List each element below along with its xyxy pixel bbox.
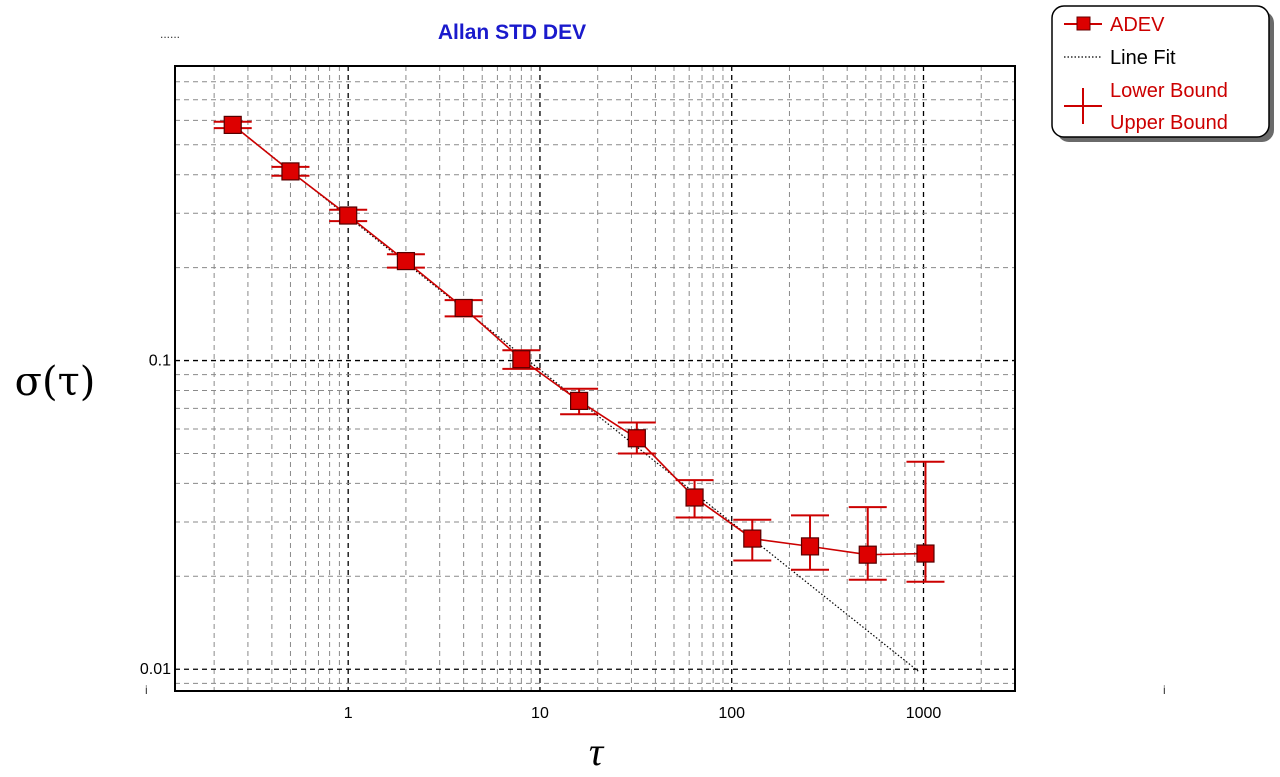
legend-label-lower-bound: Lower Bound: [1110, 80, 1228, 102]
adev-point: [685, 488, 704, 507]
plot-frame: [174, 65, 1016, 692]
adev-point: [281, 162, 300, 181]
legend-box: [1051, 5, 1270, 138]
chart-title: Allan STD DEV: [438, 21, 586, 44]
legend-label-adev: ADEV: [1110, 14, 1165, 36]
adev-point: [223, 115, 242, 134]
adev-point: [858, 545, 877, 564]
left-corner-mark: i: [145, 683, 148, 697]
adev-point: [743, 529, 762, 548]
legend-swatch-bounds: [1064, 88, 1102, 124]
x-tick-label: 10: [531, 705, 549, 722]
adev-series-layer: [213, 115, 945, 583]
legend: ADEV Line Fit Lower Bound Upper Bound: [1051, 5, 1274, 142]
x-tick-label: 100: [718, 705, 745, 722]
y-axis-label: σ(τ): [15, 359, 96, 405]
right-corner-mark: i: [1163, 683, 1166, 697]
adev-point: [396, 251, 416, 271]
legend-label-line-fit: Line Fit: [1110, 47, 1176, 69]
y-tick-labels: 0.01 0.1: [140, 353, 171, 679]
adev-series-line: [232, 124, 926, 556]
x-tick-labels: 1 10 100 1000: [344, 705, 942, 722]
legend-label-upper-bound: Upper Bound: [1110, 112, 1228, 134]
adev-point: [512, 350, 531, 369]
adev-point: [339, 206, 358, 225]
top-left-mark: ......: [160, 27, 180, 41]
grid-lines: [175, 66, 1015, 691]
adev-point: [800, 537, 820, 556]
x-tick-label: 1: [344, 705, 353, 722]
y-tick-label: 0.1: [149, 353, 171, 370]
x-axis-label: τ: [589, 729, 605, 774]
y-tick-label: 0.01: [140, 661, 171, 678]
adev-point: [627, 429, 646, 448]
adev-point: [454, 298, 473, 318]
legend-swatch-adev: [1064, 16, 1102, 31]
x-tick-label: 1000: [906, 705, 942, 722]
adev-point: [916, 544, 935, 563]
adev-point: [570, 391, 589, 411]
